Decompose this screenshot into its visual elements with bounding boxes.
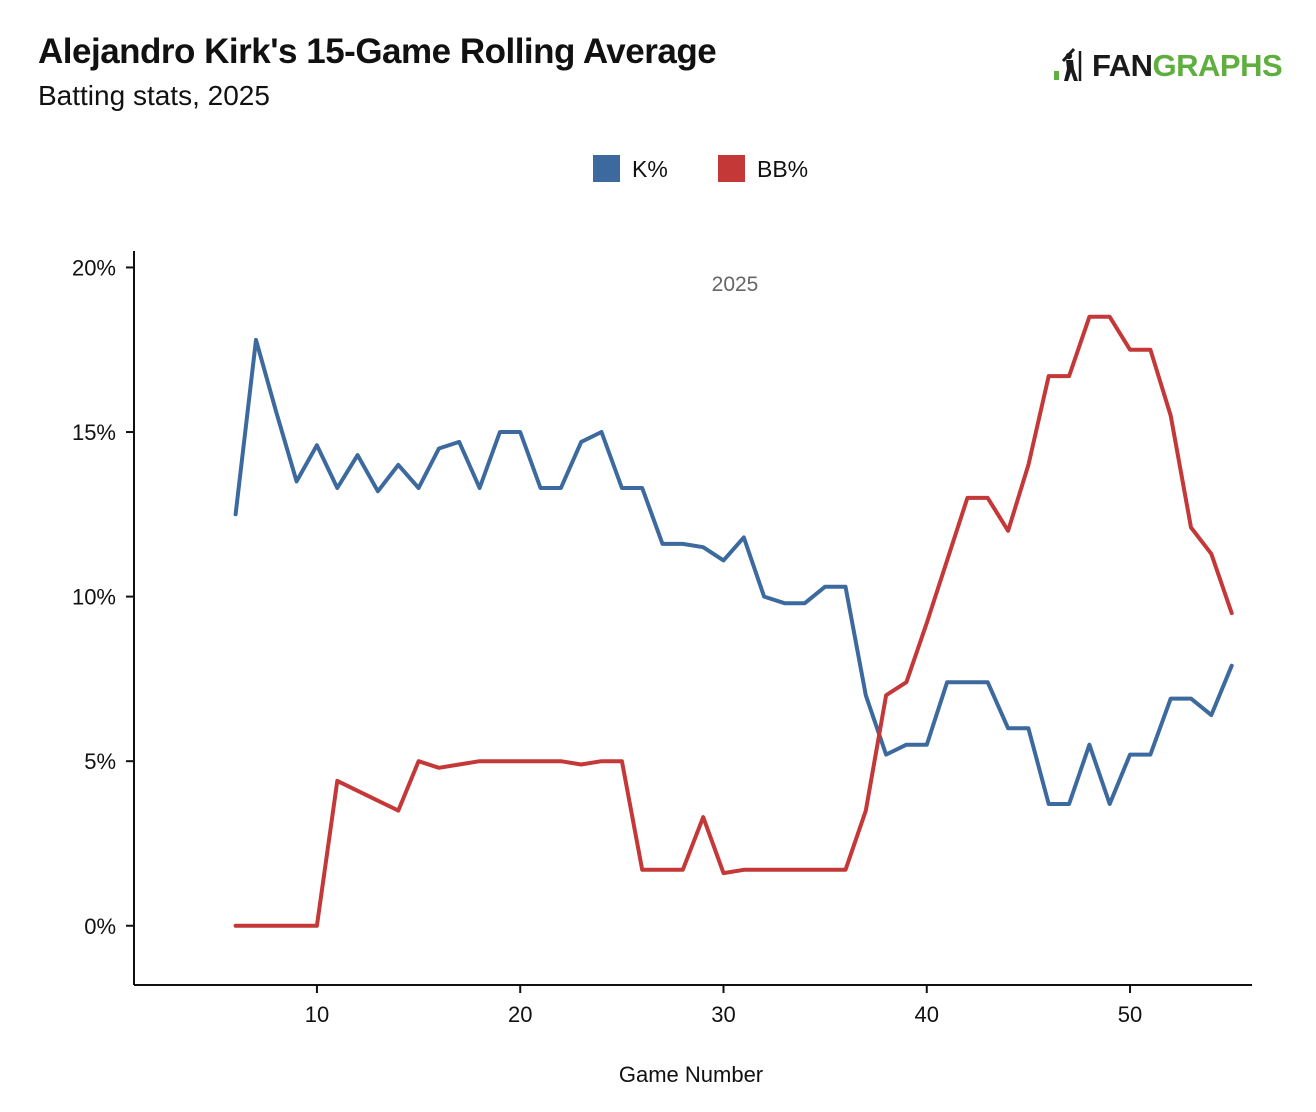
- chart-subtitle: Batting stats, 2025: [38, 80, 270, 111]
- y-tick-label: 15%: [72, 420, 116, 445]
- axes: 0% 5% 10% 15% 20% 10 20 30 40 50: [72, 251, 1252, 1027]
- logo-text-graphs: GRAPHS: [1152, 48, 1283, 83]
- x-tick-label: 10: [305, 1002, 329, 1027]
- y-tick-label: 0%: [84, 914, 116, 939]
- x-tick-label: 20: [508, 1002, 532, 1027]
- legend-swatch: [718, 155, 745, 182]
- fangraphs-logo[interactable]: FAN GRAPHS: [1052, 46, 1283, 86]
- x-tick-label: 30: [711, 1002, 735, 1027]
- series-lines: [233, 314, 1234, 928]
- x-tick-label: 50: [1118, 1002, 1142, 1027]
- x-axis-label: Game Number: [619, 1062, 763, 1087]
- series-line-bb-pct[interactable]: [233, 314, 1234, 928]
- x-tick-label: 40: [915, 1002, 939, 1027]
- legend: K% BB%: [593, 155, 808, 182]
- legend-label: BB%: [757, 156, 808, 182]
- y-tick-label: 5%: [84, 749, 116, 774]
- logo-text-fan: FAN: [1092, 48, 1153, 83]
- series-line-k-pct[interactable]: [233, 337, 1234, 806]
- y-tick-label: 10%: [72, 585, 116, 610]
- y-tick-label: 20%: [72, 255, 116, 280]
- legend-swatch: [593, 155, 620, 182]
- batter-icon: [1054, 47, 1082, 81]
- season-annotation: 2025: [712, 273, 759, 296]
- legend-label: K%: [632, 156, 668, 182]
- chart-title: Alejandro Kirk's 15-Game Rolling Average: [38, 32, 717, 71]
